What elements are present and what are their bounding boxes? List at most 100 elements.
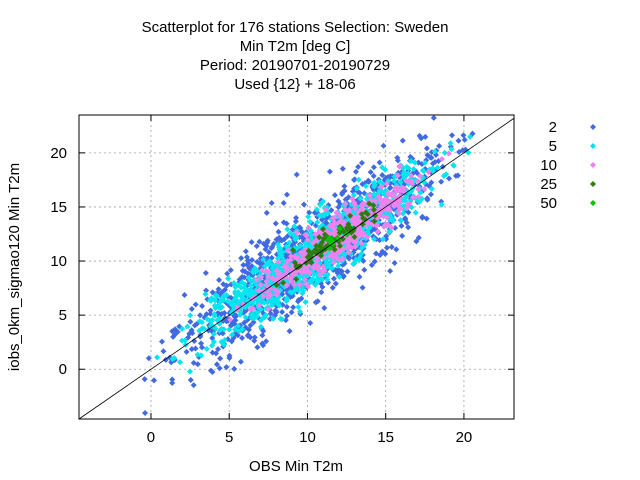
data-point [387, 268, 394, 275]
data-point [362, 216, 369, 223]
data-point [358, 159, 365, 166]
data-point [266, 293, 273, 300]
data-point [333, 209, 340, 216]
data-point [251, 337, 258, 344]
data-point [410, 165, 417, 172]
data-point [341, 187, 348, 194]
data-point [423, 145, 430, 152]
data-point [406, 200, 413, 207]
data-point [199, 303, 206, 310]
data-point [151, 377, 158, 384]
data-point [379, 164, 386, 171]
data-point [283, 303, 290, 310]
data-point [335, 204, 342, 211]
data-point [261, 299, 268, 306]
data-point [312, 281, 319, 288]
data-point [422, 159, 429, 166]
data-point [260, 293, 267, 300]
data-point [223, 282, 230, 289]
data-point [398, 217, 405, 224]
data-point [380, 236, 387, 243]
data-point [331, 219, 338, 226]
data-point [330, 230, 337, 237]
data-point [355, 176, 362, 183]
data-point [205, 327, 212, 334]
data-point [396, 193, 403, 200]
data-point [335, 266, 342, 273]
data-point [345, 249, 352, 256]
data-point [248, 239, 255, 246]
data-point [302, 268, 309, 275]
data-point [336, 273, 343, 280]
data-point [201, 325, 208, 332]
data-point [335, 198, 342, 205]
data-point [416, 132, 423, 139]
data-point [450, 162, 457, 169]
data-point [269, 297, 276, 304]
data-point [399, 137, 406, 144]
data-point [414, 177, 421, 184]
data-point [188, 346, 195, 353]
data-point [169, 376, 176, 383]
x-axis-label: OBS Min T2m [249, 458, 343, 475]
data-point [197, 333, 204, 340]
data-point [307, 320, 314, 327]
data-point [336, 230, 343, 237]
data-point [342, 206, 349, 213]
data-point [238, 255, 245, 262]
data-point [235, 282, 242, 289]
data-point [387, 184, 394, 191]
data-point [360, 231, 367, 238]
data-point [284, 226, 291, 233]
data-point [378, 183, 385, 190]
data-point [356, 273, 363, 280]
data-point [336, 212, 343, 219]
data-point [293, 214, 300, 221]
data-point [370, 164, 377, 171]
data-point [283, 297, 290, 304]
data-point [327, 230, 334, 237]
data-point [397, 179, 404, 186]
data-point [242, 314, 249, 321]
data-point [304, 237, 311, 244]
data-point [289, 289, 296, 296]
y-tick-labels: 0 5 10 15 20 [50, 145, 67, 378]
data-point [169, 356, 176, 363]
data-point [218, 338, 225, 345]
data-point [446, 175, 453, 182]
data-point [321, 267, 328, 274]
data-point [423, 215, 430, 222]
data-point [159, 338, 166, 345]
data-point [376, 159, 383, 166]
data-point [352, 243, 359, 250]
data-point [260, 328, 267, 335]
data-point [235, 322, 242, 329]
data-point [181, 292, 188, 299]
data-point [235, 290, 242, 297]
data-point [262, 246, 269, 253]
data-point [283, 312, 290, 319]
data-point [241, 319, 248, 326]
data-point [336, 225, 343, 232]
data-point [227, 267, 234, 274]
data-point [324, 276, 331, 283]
data-point [394, 154, 401, 161]
data-point [383, 233, 390, 240]
data-point [292, 218, 299, 225]
data-point [240, 301, 247, 308]
data-point [314, 298, 321, 305]
data-point [419, 167, 426, 174]
x-tick-label: 20 [456, 429, 473, 446]
data-point [330, 259, 337, 266]
title-line-3: Period: 20190701-20190729 [200, 57, 390, 74]
data-point [381, 196, 388, 203]
data-point [385, 190, 392, 197]
data-point [280, 219, 287, 226]
data-point [250, 319, 257, 326]
data-point [145, 355, 152, 362]
data-point [203, 287, 210, 294]
data-point [292, 259, 299, 266]
data-point [321, 231, 328, 238]
data-point [366, 200, 373, 207]
